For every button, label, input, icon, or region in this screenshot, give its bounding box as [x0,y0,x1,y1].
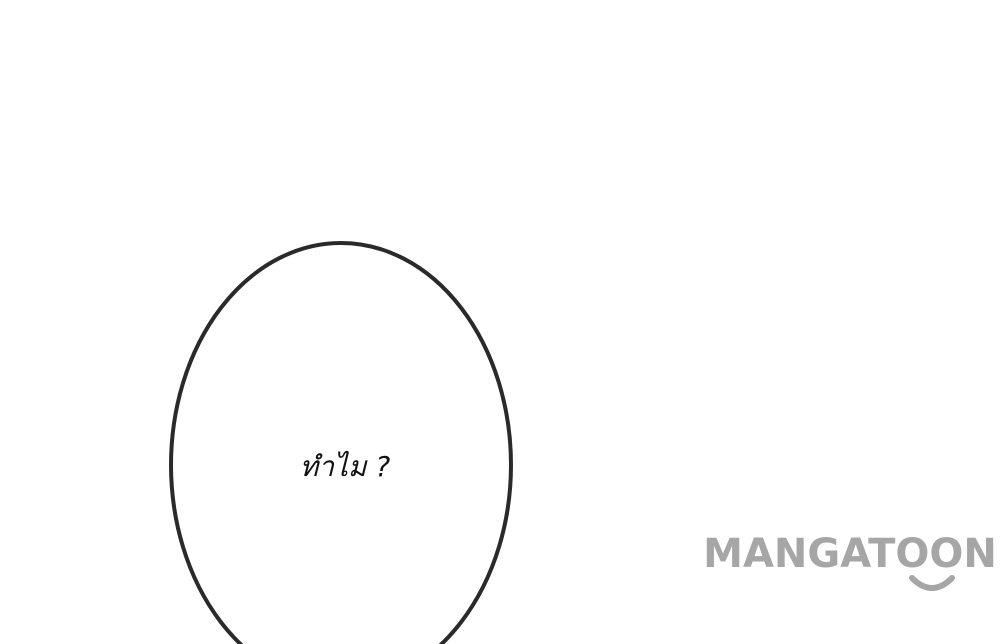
watermark: MANGATOON [703,531,997,577]
speech-bubble [169,241,513,644]
bubble-text: ทำไม ? [300,450,391,483]
watermark-smile [909,575,955,591]
